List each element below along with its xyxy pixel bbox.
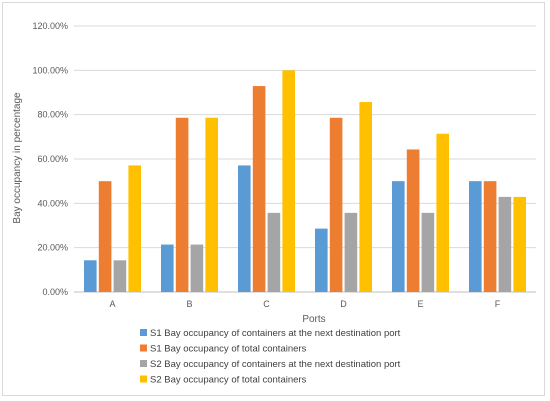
bar-D-series-1	[315, 228, 328, 292]
x-tick-label: B	[186, 299, 192, 309]
legend: S1 Bay occupancy of containers at the ne…	[140, 328, 401, 386]
legend-swatch-series-4	[140, 375, 147, 383]
bar-F-series-1	[469, 181, 482, 292]
legend-label-series-1: S1 Bay occupancy of containers at the ne…	[150, 328, 401, 339]
bar-C-series-4	[282, 70, 295, 292]
y-axis-title: Bay occupancy in percentage	[12, 92, 23, 224]
bar-A-series-1	[84, 260, 97, 292]
bar-E-series-1	[392, 181, 405, 292]
bar-E-series-2	[406, 149, 420, 292]
chart-frame	[2, 2, 545, 396]
bar-C-series-2	[252, 86, 266, 293]
y-tick-label: 20.00%	[37, 243, 68, 253]
x-tick-label: C	[263, 299, 270, 309]
y-tick-label: 0.00%	[42, 287, 68, 297]
y-tick-label: 120.00%	[32, 21, 68, 31]
bar-C-series-1	[238, 165, 251, 292]
x-tick-labels: A B C D E F	[109, 299, 500, 309]
y-tick-label: 40.00%	[37, 198, 68, 208]
bar-A-series-3	[113, 260, 127, 292]
bar-A-series-2	[98, 181, 112, 292]
bar-B-series-2	[175, 117, 189, 293]
legend-swatch-series-1	[140, 329, 147, 336]
legend-label-series-3: S2 Bay occupancy of containers at the ne…	[150, 359, 401, 370]
bar-E-series-4	[436, 133, 449, 292]
bar-B-series-3	[190, 244, 204, 292]
legend-swatch-series-2	[140, 344, 147, 352]
bar-D-series-2	[329, 117, 343, 293]
bar-F-series-3	[498, 196, 512, 292]
y-tick-label: 100.00%	[32, 65, 68, 75]
gridlines	[74, 25, 536, 293]
bars	[84, 70, 526, 293]
bar-E-series-3	[421, 212, 435, 292]
bar-F-series-4	[513, 196, 526, 292]
bar-F-series-2	[483, 181, 497, 292]
legend-label-series-4: S2 Bay occupancy of total containers	[150, 375, 307, 386]
x-tick-label: D	[340, 299, 347, 309]
bar-D-series-4	[359, 102, 372, 292]
x-tick-label: E	[417, 299, 423, 309]
y-tick-label: 60.00%	[37, 154, 68, 164]
y-tick-labels: 0.00% 20.00% 40.00% 60.00% 80.00% 100.00% 120.…	[32, 21, 68, 297]
legend-label-series-2: S1 Bay occupancy of total containers	[150, 344, 307, 355]
legend-swatch-series-3	[140, 360, 147, 367]
y-tick-label: 80.00%	[37, 110, 68, 120]
bar-A-series-4	[128, 165, 141, 292]
bar-B-series-1	[161, 244, 174, 292]
bar-B-series-4	[205, 117, 218, 293]
bar-D-series-3	[344, 212, 358, 292]
x-tick-label: F	[495, 299, 501, 309]
x-tick-label: A	[109, 299, 115, 309]
x-axis-title: Ports	[302, 314, 325, 325]
bar-C-series-3	[267, 212, 281, 292]
